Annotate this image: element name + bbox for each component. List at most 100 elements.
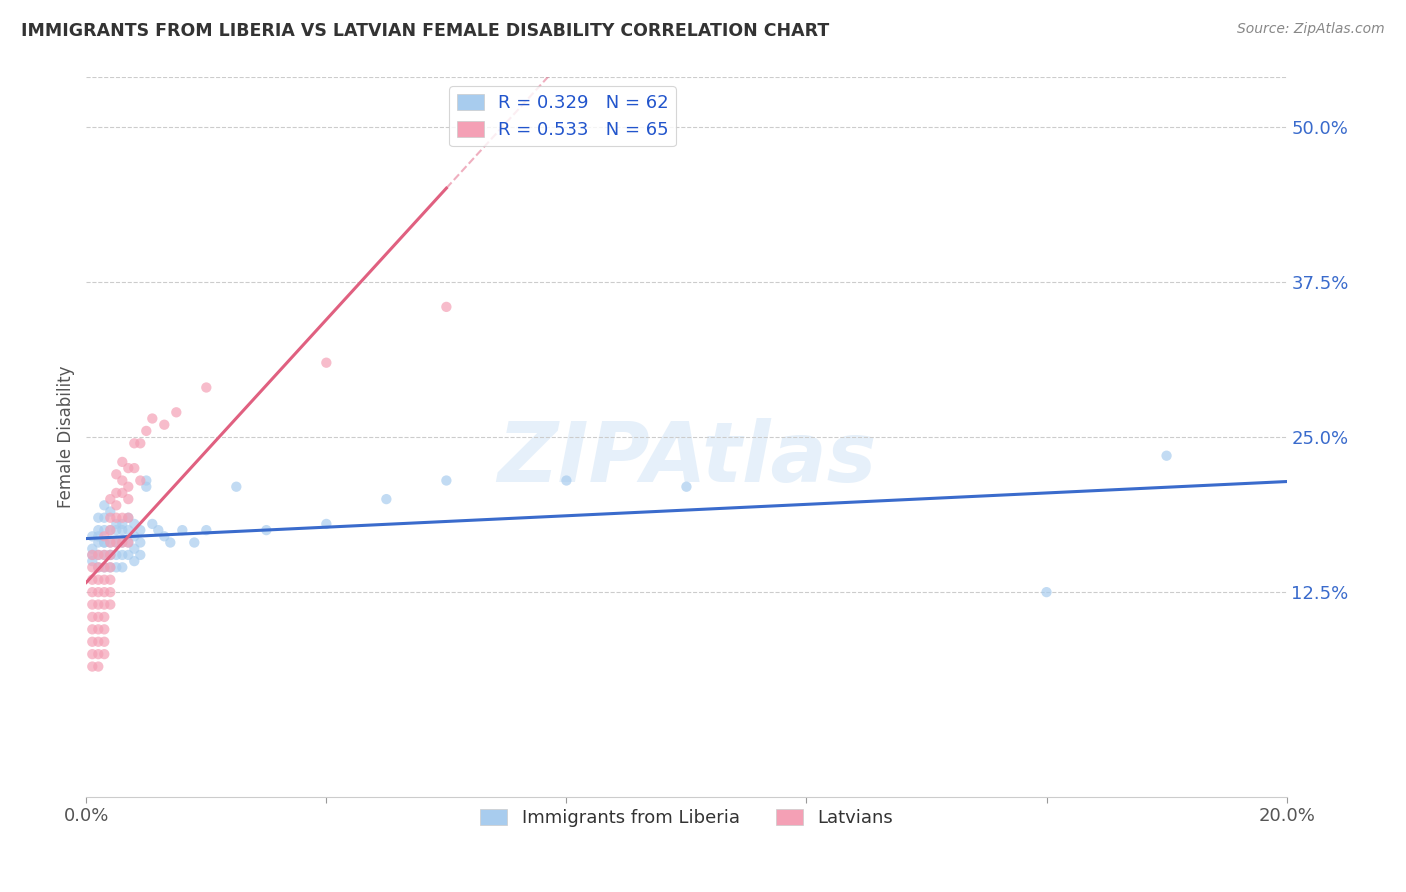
Point bbox=[82, 647, 104, 661]
Point bbox=[148, 523, 170, 537]
Point bbox=[98, 510, 121, 524]
Point bbox=[98, 492, 121, 507]
Point bbox=[105, 535, 128, 549]
Point bbox=[135, 424, 157, 438]
Point bbox=[105, 510, 128, 524]
Point bbox=[93, 573, 115, 587]
Point bbox=[129, 535, 152, 549]
Point bbox=[434, 300, 457, 314]
Point bbox=[117, 461, 139, 475]
Point bbox=[93, 585, 115, 599]
Point bbox=[87, 548, 110, 562]
Point bbox=[124, 541, 146, 556]
Point bbox=[82, 529, 104, 543]
Point bbox=[82, 554, 104, 568]
Point bbox=[93, 523, 115, 537]
Point bbox=[87, 647, 110, 661]
Point bbox=[87, 529, 110, 543]
Y-axis label: Female Disability: Female Disability bbox=[58, 366, 75, 508]
Point bbox=[98, 548, 121, 562]
Text: Source: ZipAtlas.com: Source: ZipAtlas.com bbox=[1237, 22, 1385, 37]
Point bbox=[93, 535, 115, 549]
Point bbox=[153, 417, 176, 432]
Point bbox=[87, 560, 110, 574]
Point bbox=[129, 474, 152, 488]
Text: IMMIGRANTS FROM LIBERIA VS LATVIAN FEMALE DISABILITY CORRELATION CHART: IMMIGRANTS FROM LIBERIA VS LATVIAN FEMAL… bbox=[21, 22, 830, 40]
Point bbox=[93, 560, 115, 574]
Point bbox=[98, 504, 121, 518]
Point bbox=[87, 535, 110, 549]
Point bbox=[117, 492, 139, 507]
Point bbox=[111, 560, 134, 574]
Point bbox=[315, 356, 337, 370]
Point bbox=[111, 535, 134, 549]
Point bbox=[195, 523, 218, 537]
Point bbox=[105, 535, 128, 549]
Point bbox=[129, 436, 152, 450]
Point bbox=[82, 541, 104, 556]
Point bbox=[82, 634, 104, 648]
Point bbox=[555, 474, 578, 488]
Point bbox=[105, 560, 128, 574]
Point bbox=[93, 548, 115, 562]
Point bbox=[434, 474, 457, 488]
Point bbox=[675, 480, 697, 494]
Point bbox=[87, 610, 110, 624]
Point bbox=[111, 523, 134, 537]
Point bbox=[105, 499, 128, 513]
Point bbox=[87, 585, 110, 599]
Point bbox=[375, 492, 398, 507]
Point bbox=[254, 523, 277, 537]
Point bbox=[93, 548, 115, 562]
Point bbox=[98, 548, 121, 562]
Point bbox=[87, 659, 110, 673]
Point bbox=[87, 548, 110, 562]
Point bbox=[1156, 449, 1178, 463]
Point bbox=[124, 436, 146, 450]
Point bbox=[135, 474, 157, 488]
Point bbox=[111, 535, 134, 549]
Point bbox=[87, 560, 110, 574]
Point bbox=[105, 548, 128, 562]
Point bbox=[117, 523, 139, 537]
Point bbox=[111, 474, 134, 488]
Point bbox=[93, 560, 115, 574]
Point bbox=[98, 548, 121, 562]
Point bbox=[141, 516, 163, 531]
Point bbox=[93, 634, 115, 648]
Point bbox=[93, 598, 115, 612]
Point bbox=[98, 535, 121, 549]
Point bbox=[105, 486, 128, 500]
Point bbox=[98, 560, 121, 574]
Point bbox=[111, 510, 134, 524]
Point bbox=[105, 516, 128, 531]
Point bbox=[165, 405, 187, 419]
Point bbox=[105, 467, 128, 482]
Point bbox=[111, 455, 134, 469]
Point bbox=[117, 535, 139, 549]
Point bbox=[82, 585, 104, 599]
Point bbox=[82, 659, 104, 673]
Point bbox=[93, 647, 115, 661]
Point bbox=[111, 486, 134, 500]
Point bbox=[124, 461, 146, 475]
Point bbox=[117, 510, 139, 524]
Point bbox=[172, 523, 194, 537]
Point bbox=[153, 529, 176, 543]
Point bbox=[87, 523, 110, 537]
Point bbox=[82, 623, 104, 637]
Point bbox=[117, 535, 139, 549]
Point bbox=[195, 380, 218, 394]
Point bbox=[141, 411, 163, 425]
Point bbox=[82, 548, 104, 562]
Point bbox=[225, 480, 247, 494]
Point bbox=[183, 535, 205, 549]
Legend: Immigrants from Liberia, Latvians: Immigrants from Liberia, Latvians bbox=[472, 802, 900, 835]
Point bbox=[98, 598, 121, 612]
Point bbox=[117, 480, 139, 494]
Point bbox=[129, 523, 152, 537]
Point bbox=[111, 548, 134, 562]
Point bbox=[159, 535, 181, 549]
Point bbox=[82, 548, 104, 562]
Point bbox=[93, 499, 115, 513]
